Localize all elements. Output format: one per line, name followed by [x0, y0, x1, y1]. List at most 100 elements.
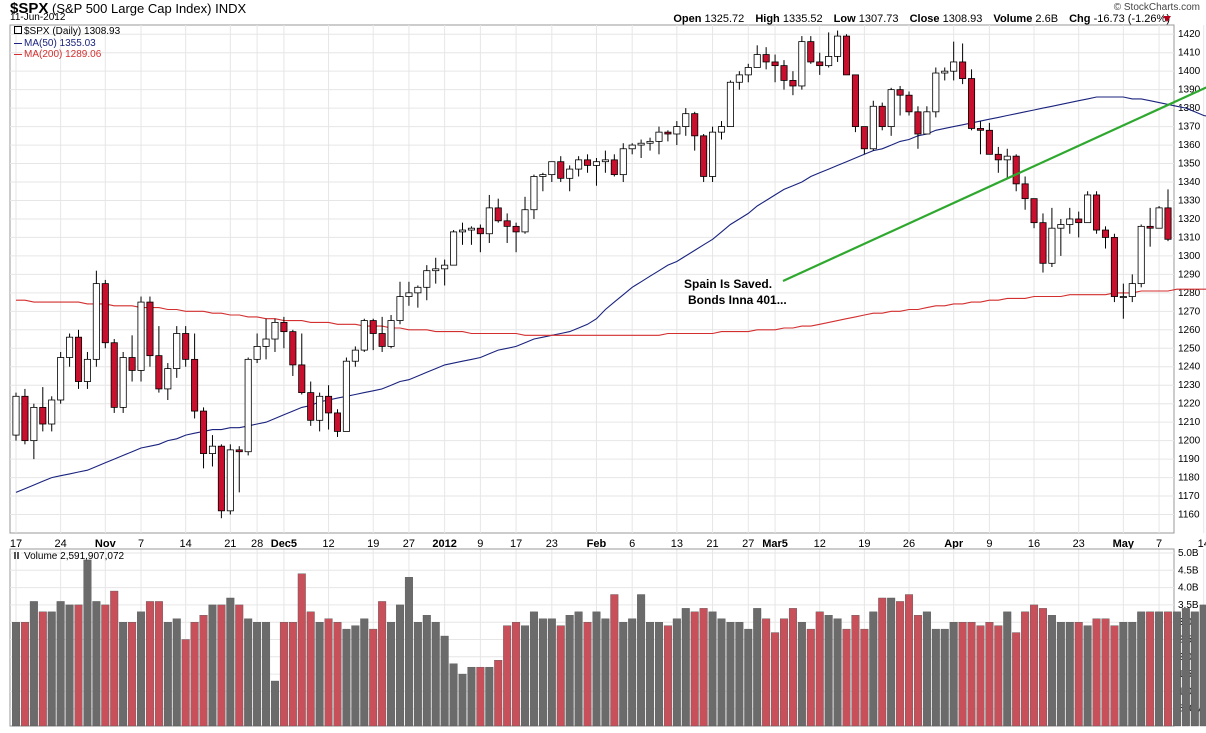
candle-body [860, 126, 868, 150]
volume-bar [1003, 611, 1012, 727]
volume-bar [583, 622, 592, 727]
candle [842, 34, 851, 76]
volume-bar [324, 618, 333, 727]
candle [968, 69, 976, 131]
candle-body [923, 111, 931, 135]
candle-body [887, 89, 895, 128]
price-tick-label: 1300 [1178, 251, 1201, 262]
volume-bar [1164, 611, 1172, 727]
volume-bar [29, 601, 38, 727]
candle-body [789, 80, 797, 87]
candle [530, 174, 538, 219]
x-tick-label: 27 [742, 538, 754, 550]
volume-bar [431, 622, 440, 727]
volume-bar [422, 615, 431, 727]
candle-body [771, 61, 779, 67]
volume-bar [529, 611, 538, 727]
legend-ma200-swatch [14, 53, 22, 55]
x-tick-label: 28 [251, 538, 263, 550]
candle [289, 329, 297, 376]
price-tick-label: 1220 [1178, 399, 1201, 410]
candle-body [289, 331, 297, 366]
candle-body [119, 357, 127, 408]
legend-ma200: MA(200) 1289.06 [14, 49, 101, 60]
chg-value: -16.73 (-1.26%) [1093, 13, 1170, 25]
candle-body [146, 301, 154, 357]
candle-body [1119, 296, 1127, 298]
candle [360, 318, 368, 352]
candle [271, 318, 279, 352]
candle-body [851, 74, 859, 128]
candle [405, 281, 413, 306]
candle [1119, 283, 1127, 319]
candle [1012, 154, 1020, 192]
volume-bar [137, 611, 146, 727]
volume-bar [199, 615, 208, 727]
candle [628, 143, 636, 155]
candle [235, 446, 243, 493]
candle-body [92, 283, 100, 360]
candle-body [48, 399, 56, 425]
volume-bar [279, 622, 288, 727]
candle-body [646, 140, 654, 144]
price-tick-label: 1190 [1178, 454, 1200, 465]
price-tick-label: 1380 [1178, 103, 1201, 114]
volume-bar [235, 604, 244, 727]
candle [1093, 191, 1101, 234]
legend-price-swatch [14, 26, 22, 34]
candle [976, 121, 984, 155]
volume-bar [949, 622, 958, 727]
candle-body [780, 65, 788, 81]
candle-body [950, 61, 958, 72]
candle [664, 130, 672, 142]
ma50-line [15, 96, 1206, 493]
volume-bar [378, 601, 387, 727]
x-tick-label: 19 [367, 538, 379, 550]
candle [610, 154, 618, 177]
volume-bar [20, 622, 29, 727]
candle-body [869, 105, 877, 150]
volume-bar [270, 680, 279, 727]
volume-bar [1012, 632, 1021, 727]
volume-bar [128, 622, 137, 727]
volume-bar [806, 628, 815, 727]
candle-body [842, 35, 851, 76]
candle [923, 106, 931, 135]
volume-bar [12, 622, 20, 727]
candle-body [476, 227, 484, 235]
volume-bar [797, 622, 806, 727]
volume-bar [556, 625, 565, 727]
candle-body [798, 41, 806, 87]
candle [164, 363, 172, 400]
candle [1164, 189, 1172, 242]
candle [48, 396, 56, 432]
candle [717, 121, 726, 140]
volume-bar [1155, 611, 1164, 727]
candle [655, 126, 663, 155]
candle [101, 279, 109, 349]
volume-tick-label: 500M [1178, 704, 1203, 715]
volume-bar [1056, 622, 1065, 727]
volume-bar [1146, 611, 1155, 727]
candle-body [691, 113, 699, 137]
candle [959, 43, 967, 85]
candle-body [512, 225, 520, 233]
x-tick-label: 13 [671, 538, 683, 550]
legend-volume: Volume 2,591,907,072 [14, 551, 124, 562]
volume-bar [1038, 608, 1047, 727]
candle [57, 351, 65, 404]
candle-body [1039, 222, 1047, 264]
candle [512, 222, 520, 253]
x-tick-label: 16 [1028, 538, 1040, 550]
price-tick-label: 1360 [1178, 140, 1201, 151]
candle-body [441, 264, 449, 270]
candle-body [896, 89, 904, 96]
candle-body [298, 364, 306, 394]
candle [878, 102, 886, 131]
volume-bar [476, 666, 485, 727]
candle [119, 351, 127, 413]
candle [869, 100, 877, 151]
price-tick-label: 1180 [1178, 473, 1200, 484]
volume-bar [181, 639, 190, 727]
close-value: 1308.93 [942, 13, 983, 25]
